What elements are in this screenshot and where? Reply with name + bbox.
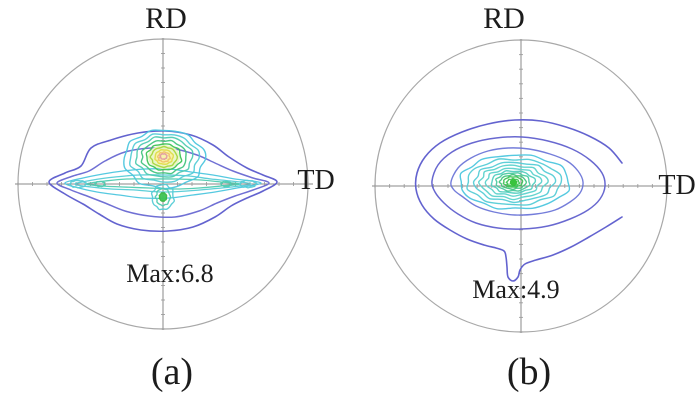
panel-caption-a: (a) (150, 351, 194, 393)
rd-axis-label-b: RD (483, 2, 525, 35)
panel-caption-b: (b) (506, 351, 552, 393)
rd-axis-label-a: RD (145, 2, 187, 35)
max-annotation-a: Max:6.8 (126, 259, 214, 288)
td-axis-label-a: TD (297, 165, 335, 196)
max-annotation-b: Max:4.9 (472, 275, 560, 304)
td-axis-label-b: TD (658, 170, 696, 201)
